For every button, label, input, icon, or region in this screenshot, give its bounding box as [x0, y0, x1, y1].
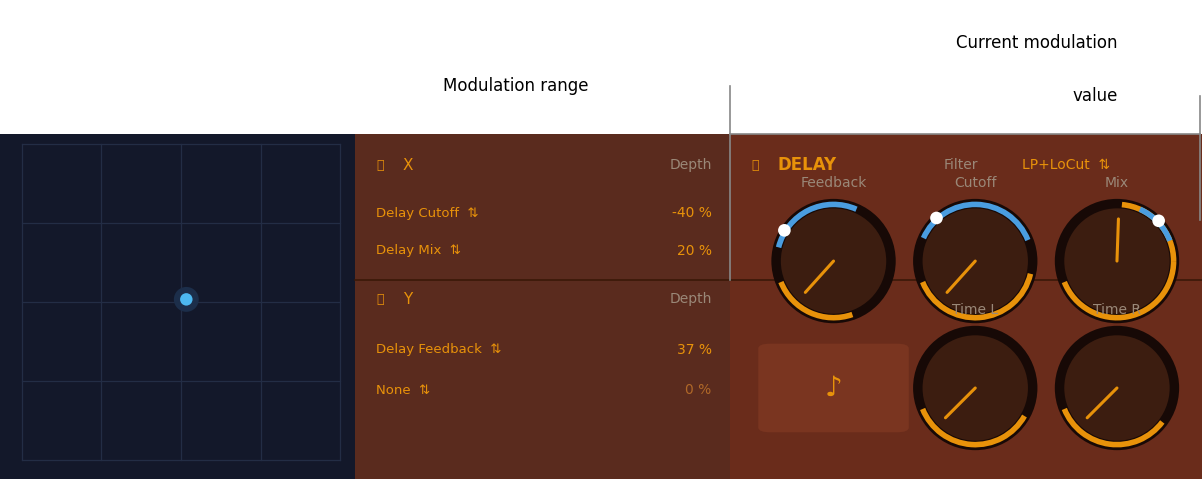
Text: Cutoff: Cutoff: [954, 176, 996, 190]
Text: 20 %: 20 %: [677, 244, 712, 258]
Ellipse shape: [1055, 199, 1179, 323]
Text: Feedback: Feedback: [801, 176, 867, 190]
Text: Mix: Mix: [1105, 176, 1129, 190]
Text: ⏻: ⏻: [751, 159, 758, 172]
Text: Current modulation: Current modulation: [957, 34, 1118, 52]
FancyBboxPatch shape: [0, 134, 355, 479]
FancyBboxPatch shape: [758, 344, 909, 432]
Text: 37 %: 37 %: [677, 342, 712, 357]
Ellipse shape: [1064, 335, 1170, 441]
Ellipse shape: [923, 208, 1028, 314]
Text: 0 %: 0 %: [685, 383, 712, 398]
Text: LP+LoCut  ⇅: LP+LoCut ⇅: [1022, 158, 1109, 172]
Text: Filter: Filter: [944, 158, 978, 172]
Ellipse shape: [778, 224, 791, 237]
Ellipse shape: [772, 199, 895, 323]
Text: Time R: Time R: [1093, 303, 1141, 317]
Ellipse shape: [174, 287, 198, 312]
Ellipse shape: [781, 208, 886, 314]
Text: Delay Feedback  ⇅: Delay Feedback ⇅: [376, 343, 501, 356]
Ellipse shape: [923, 335, 1028, 441]
Text: ♪: ♪: [825, 374, 843, 402]
Text: DELAY: DELAY: [778, 156, 837, 174]
Ellipse shape: [1055, 326, 1179, 450]
Text: X: X: [403, 158, 413, 173]
Text: ⏻: ⏻: [376, 159, 383, 172]
Text: Depth: Depth: [670, 292, 712, 307]
Text: Delay Mix  ⇅: Delay Mix ⇅: [376, 244, 462, 258]
Text: ⏻: ⏻: [376, 293, 383, 306]
Ellipse shape: [914, 326, 1037, 450]
Ellipse shape: [1153, 215, 1165, 227]
Ellipse shape: [1064, 208, 1170, 314]
FancyBboxPatch shape: [0, 0, 1202, 134]
Text: Modulation range: Modulation range: [444, 77, 589, 95]
Ellipse shape: [930, 212, 942, 224]
Text: Y: Y: [403, 292, 412, 307]
Ellipse shape: [914, 199, 1037, 323]
Text: Delay Cutoff  ⇅: Delay Cutoff ⇅: [376, 206, 478, 220]
Text: Depth: Depth: [670, 158, 712, 172]
Text: value: value: [1072, 87, 1118, 105]
Text: Time L: Time L: [952, 303, 999, 317]
Text: -40 %: -40 %: [672, 206, 712, 220]
FancyBboxPatch shape: [355, 134, 730, 479]
Ellipse shape: [180, 293, 192, 306]
FancyBboxPatch shape: [730, 134, 1202, 479]
Text: None  ⇅: None ⇅: [376, 384, 430, 397]
